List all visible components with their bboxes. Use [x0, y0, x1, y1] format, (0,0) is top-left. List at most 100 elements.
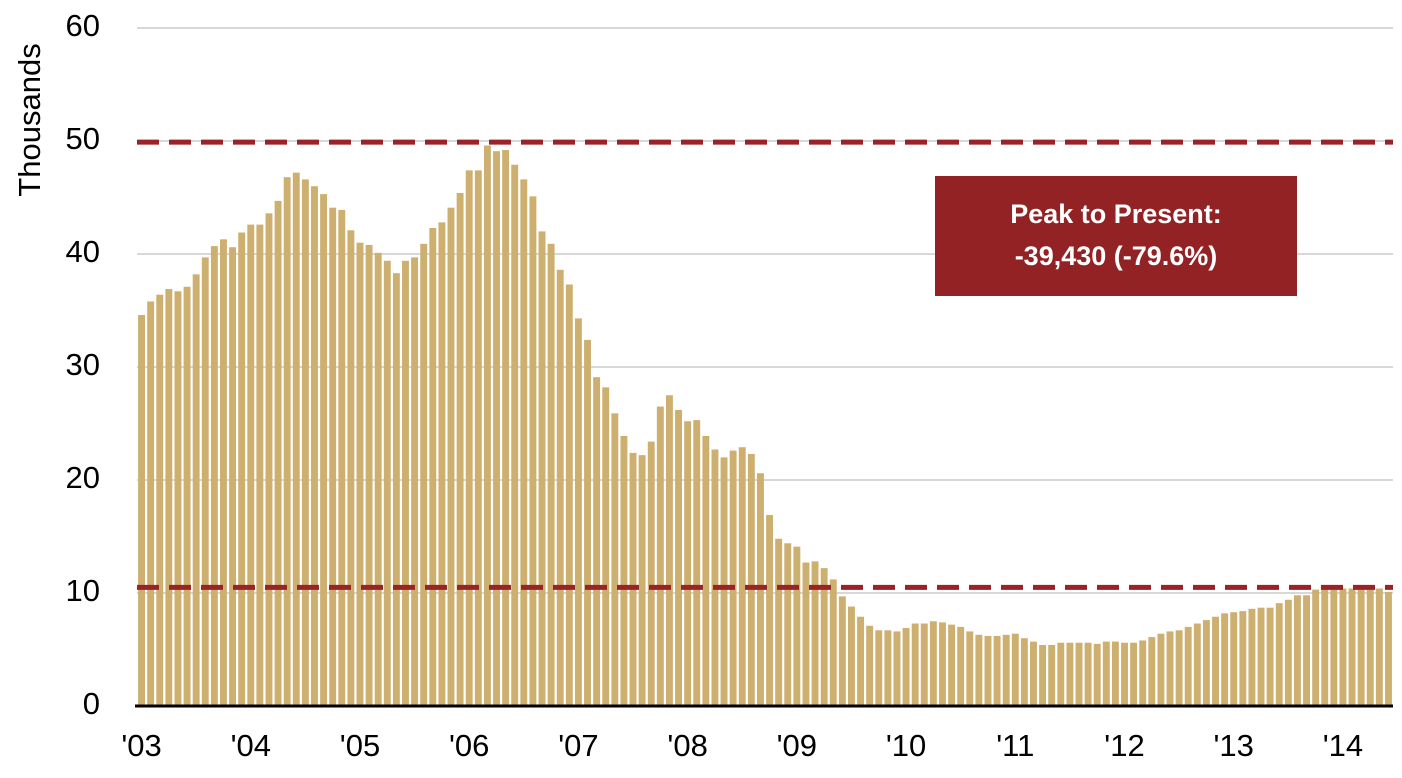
bar — [301, 179, 309, 707]
bar — [474, 170, 482, 706]
bar — [1002, 634, 1010, 706]
bar — [775, 538, 783, 706]
bar — [1384, 591, 1392, 706]
bar — [684, 421, 692, 706]
bar — [1039, 644, 1047, 706]
bar — [1030, 641, 1037, 706]
bar — [138, 315, 146, 706]
y-tick-label: 20 — [66, 460, 100, 495]
bar — [1148, 637, 1156, 706]
bar — [647, 441, 655, 706]
bar — [329, 207, 337, 707]
bar — [611, 413, 619, 706]
bar — [247, 224, 255, 706]
bar — [465, 170, 473, 706]
bar — [210, 246, 218, 706]
bar — [1284, 599, 1292, 706]
bar — [1375, 588, 1383, 706]
bar — [374, 252, 382, 706]
bar — [1121, 642, 1128, 706]
bar — [1066, 642, 1074, 706]
annotation-box — [935, 176, 1297, 296]
bar — [1275, 603, 1283, 706]
x-tick-label: '11 — [996, 728, 1034, 763]
bar — [920, 623, 928, 706]
bar — [238, 232, 246, 706]
bar — [529, 196, 537, 706]
bar — [502, 150, 510, 707]
bar — [929, 621, 937, 706]
bar — [493, 151, 500, 707]
bar — [1221, 613, 1229, 706]
bar — [1130, 642, 1138, 706]
bar — [966, 631, 974, 706]
bar — [811, 561, 819, 706]
bar — [1330, 589, 1338, 706]
bar — [1157, 633, 1165, 706]
bar — [565, 284, 573, 706]
bar — [229, 247, 237, 706]
bar — [1093, 643, 1101, 706]
bar — [147, 301, 155, 706]
bar — [201, 257, 209, 706]
bar — [1184, 626, 1192, 706]
x-tick-label: '06 — [449, 728, 489, 763]
bar — [174, 291, 182, 706]
y-tick-label: 30 — [66, 347, 100, 382]
y-tick-label: 60 — [66, 8, 100, 43]
bar — [320, 194, 328, 707]
bar — [574, 318, 582, 706]
bar — [1357, 589, 1365, 706]
bar — [1075, 642, 1083, 706]
x-tick-label: '08 — [667, 728, 707, 763]
bar — [665, 395, 673, 706]
bar — [265, 213, 273, 706]
bar — [675, 409, 682, 706]
bar — [192, 274, 200, 706]
x-tick-label: '14 — [1323, 728, 1363, 763]
bar — [720, 457, 728, 706]
bar — [1020, 638, 1028, 706]
bar — [957, 626, 965, 706]
bar — [1048, 644, 1056, 706]
bar — [338, 209, 346, 706]
bar — [283, 177, 291, 706]
bar — [975, 634, 983, 706]
bar — [1257, 607, 1265, 706]
bar — [483, 145, 491, 706]
bar — [1266, 607, 1274, 706]
bar — [1366, 589, 1374, 706]
bar — [456, 192, 464, 707]
bar — [1057, 642, 1065, 706]
bar — [984, 635, 992, 706]
bar — [884, 630, 892, 706]
bar — [866, 625, 874, 706]
bar — [511, 164, 519, 707]
bar — [347, 230, 355, 706]
y-tick-label: 50 — [66, 121, 100, 156]
y-tick-label: 10 — [66, 573, 100, 608]
y-tick-label: 40 — [66, 234, 100, 269]
bar — [220, 239, 227, 706]
y-tick-label: 0 — [83, 686, 100, 721]
bar — [702, 435, 710, 706]
bar — [1339, 588, 1347, 706]
bar — [902, 628, 910, 706]
bar — [183, 286, 191, 706]
bar — [1212, 616, 1219, 706]
bar — [1248, 608, 1256, 706]
bar — [1166, 631, 1174, 706]
bar — [802, 562, 810, 706]
bar — [156, 294, 164, 706]
bar — [729, 450, 737, 706]
bar — [1011, 633, 1019, 706]
bar — [693, 420, 701, 706]
bar — [256, 224, 264, 706]
bar — [747, 454, 755, 706]
x-tick-label: '09 — [777, 728, 817, 763]
bar — [893, 631, 901, 706]
bar — [383, 260, 391, 706]
bar — [520, 179, 528, 707]
bar — [620, 435, 628, 706]
